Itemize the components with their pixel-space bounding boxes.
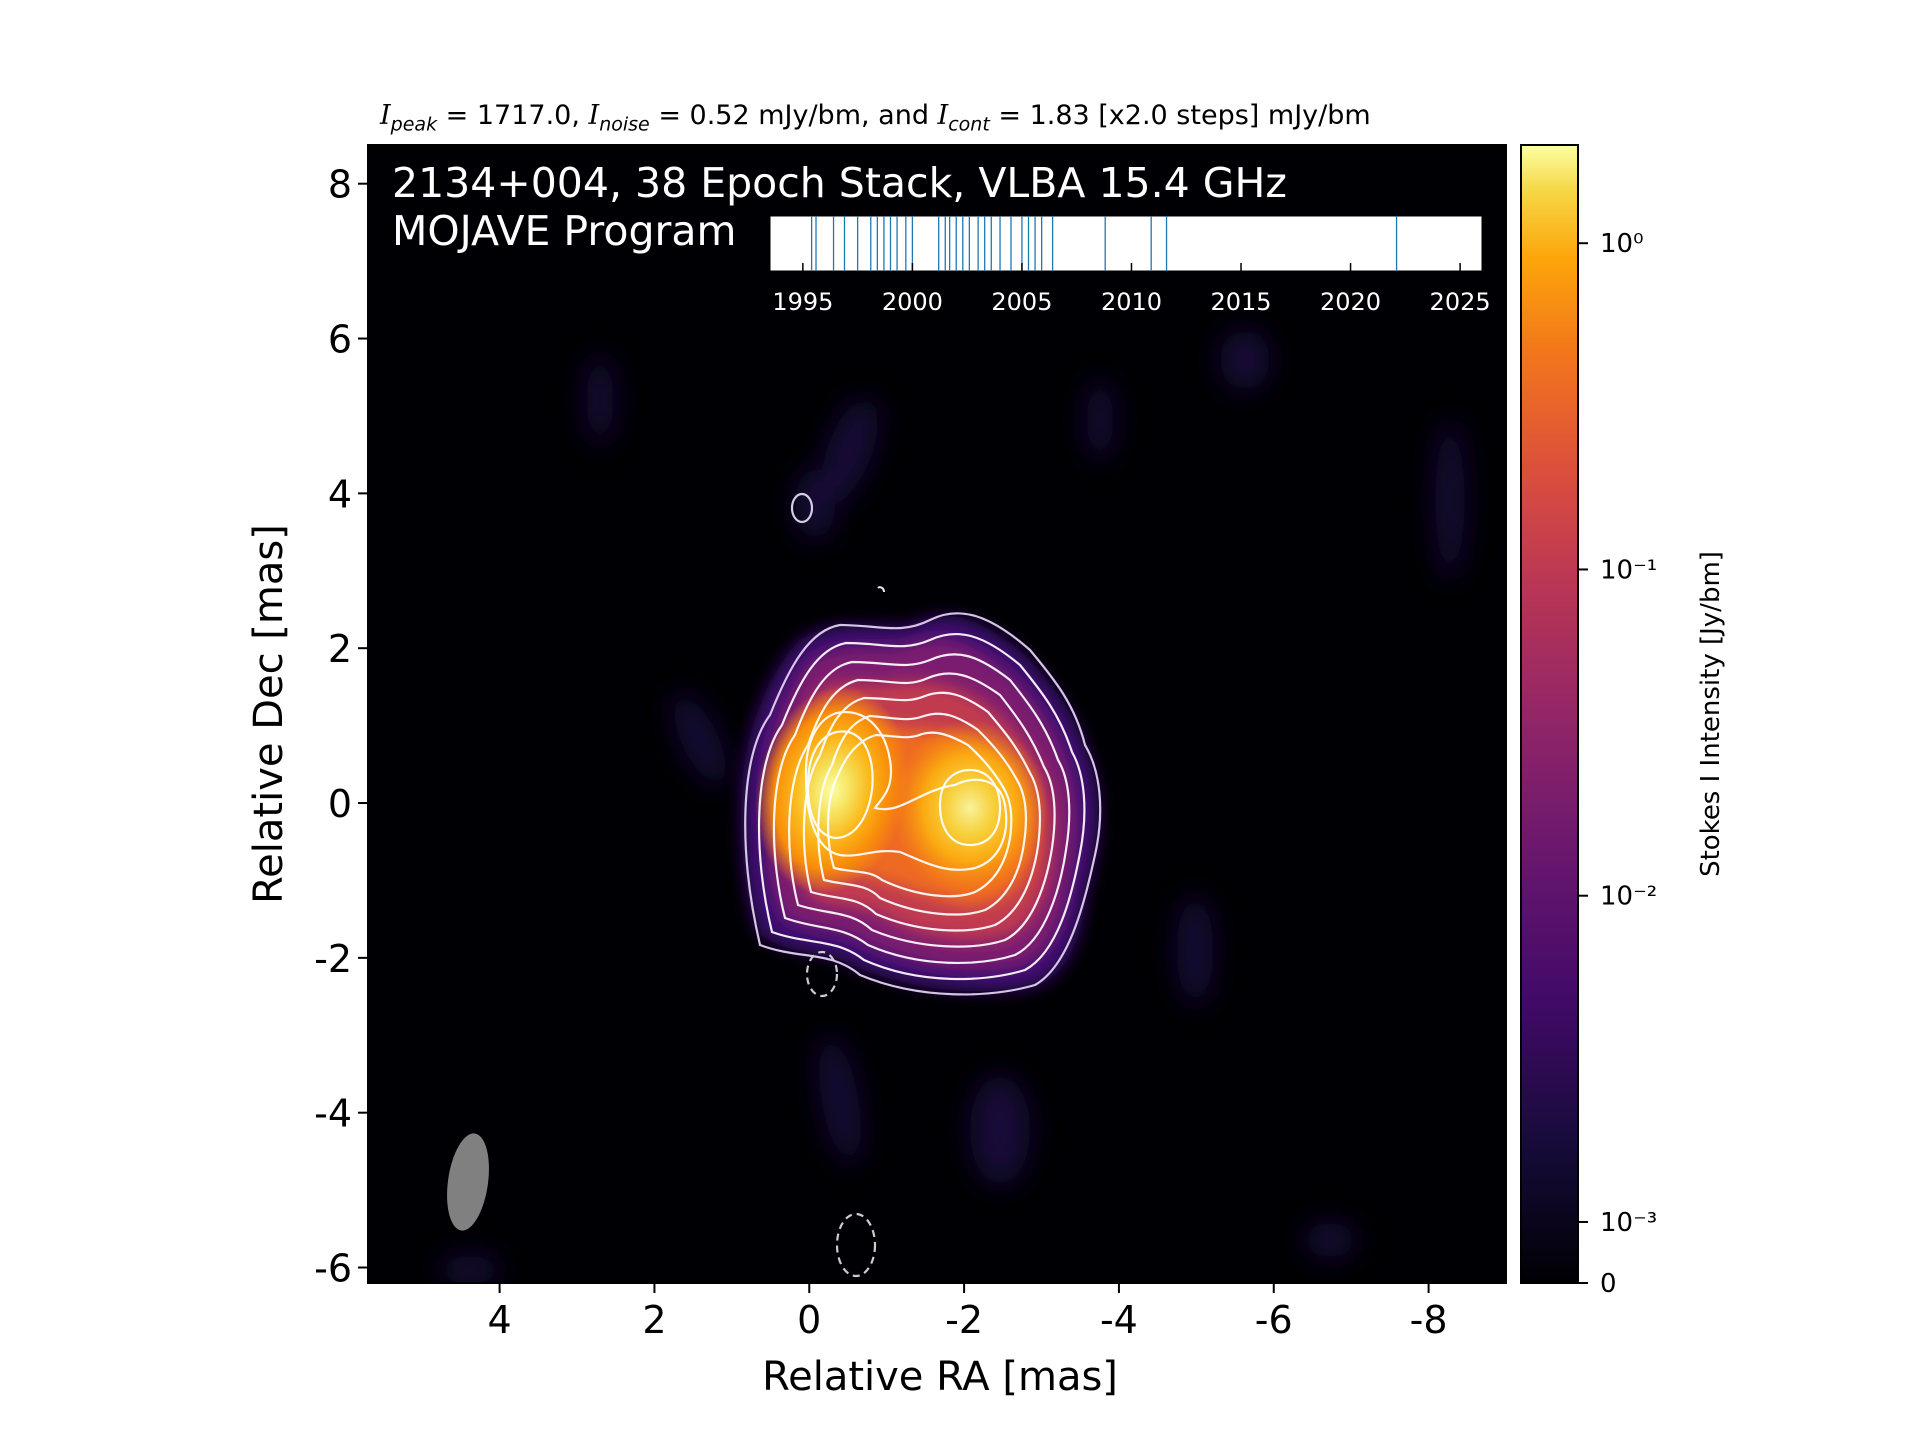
y-tick-label: -4 bbox=[314, 1092, 352, 1136]
y-tick-label: 2 bbox=[328, 627, 352, 671]
timeline-tick-label: 2025 bbox=[1430, 288, 1491, 316]
x-tick-label: -8 bbox=[1410, 1298, 1448, 1342]
plot-title: 2134+004, 38 Epoch Stack, VLBA 15.4 GHz bbox=[392, 159, 1287, 207]
cont-text: = 1.83 [x2.0 steps] mJy/bm bbox=[989, 100, 1371, 131]
x-tick-label: -4 bbox=[1100, 1298, 1138, 1342]
timeline-tick-label: 2005 bbox=[991, 288, 1052, 316]
colorbar-frame bbox=[1520, 144, 1579, 1284]
peak-text: = 1717.0, bbox=[437, 100, 589, 131]
colorbar-tick-label: 0 bbox=[1600, 1269, 1617, 1299]
colorbar: 0 10⁻³ 10⁻² 10⁻¹ 10⁰ Stokes I Intensity [Jy/… bbox=[1520, 144, 1726, 1299]
header-line: Ipeak = 1717.0, Inoise = 0.52 mJy/bm, an… bbox=[380, 100, 1371, 135]
timeline-tick-label: 1995 bbox=[772, 288, 833, 316]
timeline-tick-label: 2020 bbox=[1320, 288, 1381, 316]
intensity-contours bbox=[744, 492, 1102, 1278]
x-axis: 4 2 0 -2 -4 -6 -8 bbox=[488, 1283, 1448, 1342]
peak-symbol: I bbox=[380, 100, 391, 131]
colorbar-label: Stokes I Intensity [Jy/bm] bbox=[1696, 551, 1726, 877]
plot-frame bbox=[367, 144, 1507, 1284]
y-tick-label: 8 bbox=[328, 163, 352, 207]
colorbar-tick-label: 10⁻¹ bbox=[1600, 555, 1657, 585]
noise-text: = 0.52 mJy/bm, and bbox=[649, 100, 938, 131]
plot-subtitle: MOJAVE Program bbox=[392, 207, 736, 255]
timeline-axis: 1995 2000 2005 2010 2015 2020 2025 bbox=[772, 263, 1491, 316]
y-tick-label: -6 bbox=[314, 1247, 352, 1291]
timeline-epoch-lines bbox=[810, 216, 1398, 271]
y-tick-label: 0 bbox=[328, 782, 352, 826]
colorbar-fill bbox=[1521, 145, 1578, 1283]
x-tick-label: 2 bbox=[642, 1298, 666, 1342]
timeline-box bbox=[769, 215, 1483, 272]
timeline-tick-label: 2015 bbox=[1210, 288, 1271, 316]
peak-subscript: peak bbox=[390, 113, 438, 136]
epoch-timeline: 1995 2000 2005 2010 2015 2020 2025 bbox=[769, 215, 1491, 316]
y-tick-label: 4 bbox=[328, 472, 352, 516]
x-tick-label: -2 bbox=[945, 1298, 983, 1342]
y-tick-label: 6 bbox=[328, 318, 352, 362]
y-tick-label: -2 bbox=[314, 937, 352, 981]
timeline-tick-label: 2000 bbox=[882, 288, 943, 316]
colorbar-tick-label: 10⁰ bbox=[1600, 229, 1644, 259]
cont-subscript: cont bbox=[948, 113, 990, 136]
y-axis: 8 6 4 2 0 -2 -4 -6 bbox=[314, 163, 368, 1291]
x-tick-label: 0 bbox=[797, 1298, 821, 1342]
x-tick-label: 4 bbox=[488, 1298, 512, 1342]
noise-patches bbox=[440, 330, 1465, 1283]
x-tick-label: -6 bbox=[1255, 1298, 1293, 1342]
cont-symbol: I bbox=[937, 100, 949, 131]
timeline-tick-label: 2010 bbox=[1101, 288, 1162, 316]
colorbar-tick-label: 10⁻² bbox=[1600, 882, 1657, 912]
noise-symbol: I bbox=[588, 100, 600, 131]
x-axis-label: Relative RA [mas] bbox=[762, 1354, 1118, 1400]
noise-subscript: noise bbox=[599, 113, 650, 136]
colorbar-tick-label: 10⁻³ bbox=[1600, 1208, 1657, 1238]
y-axis-label: Relative Dec [mas] bbox=[246, 524, 292, 904]
beam-ellipse bbox=[447, 1133, 489, 1231]
colorbar-ticks: 0 10⁻³ 10⁻² 10⁻¹ 10⁰ bbox=[1578, 229, 1657, 1299]
